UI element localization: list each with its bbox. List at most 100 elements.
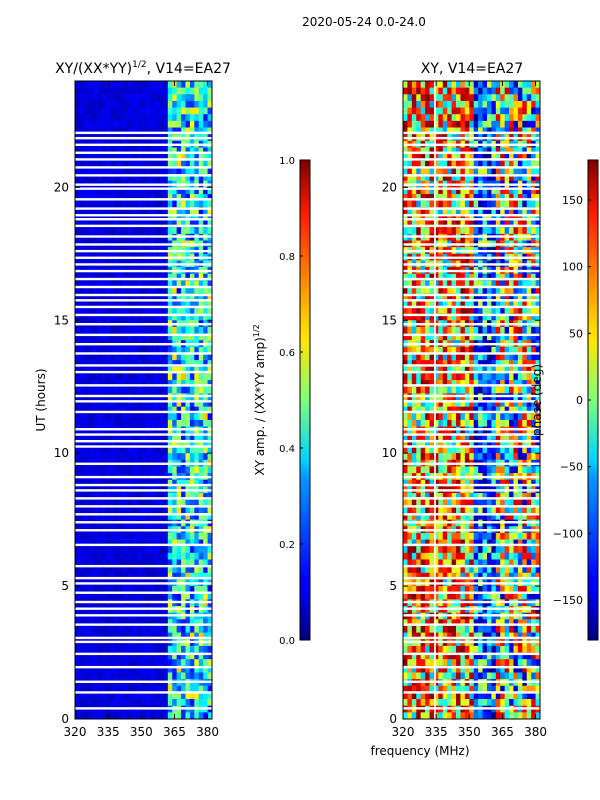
heatmap-cell: [420, 380, 426, 388]
heatmap-cell: [464, 373, 470, 381]
heatmap-cell: [198, 107, 204, 115]
heatmap-cell: [416, 167, 421, 175]
heatmap-cell: [442, 187, 448, 195]
heatmap-cell: [83, 453, 89, 461]
heatmap-cell: [526, 380, 532, 388]
heatmap-cell: [154, 81, 160, 88]
heatmap-cell: [500, 100, 505, 108]
heatmap-cell: [207, 419, 212, 427]
heatmap-cell: [194, 413, 200, 421]
heatmap-cell: [119, 406, 124, 414]
heatmap-cell: [123, 167, 129, 175]
heatmap-cell: [167, 645, 173, 653]
heatmap-cell: [504, 373, 510, 381]
heatmap-cell: [207, 147, 212, 155]
heatmap-cell: [531, 280, 536, 288]
heatmap-cell: [535, 380, 540, 388]
heatmap-cell: [500, 227, 505, 235]
heatmap-cell: [526, 386, 532, 394]
heatmap-cell: [101, 306, 107, 314]
heatmap-cell: [411, 406, 417, 414]
heatmap-cell: [189, 659, 195, 667]
heatmap-cell: [101, 419, 107, 427]
heatmap-cell: [526, 100, 532, 108]
heatmap-cell: [194, 592, 200, 600]
heatmap-cell: [460, 300, 466, 308]
heatmap-cell: [136, 532, 142, 540]
heatmap-cell: [425, 439, 430, 447]
heatmap-cell: [451, 213, 457, 221]
heatmap-cell: [469, 187, 475, 195]
heatmap-cell: [460, 147, 466, 155]
heatmap-cell: [136, 559, 142, 567]
heatmap-cell: [158, 433, 164, 441]
heatmap-cell: [407, 380, 413, 388]
heatmap-cell: [189, 273, 195, 281]
heatmap-cell: [478, 373, 483, 381]
heatmap-cell: [189, 114, 195, 122]
heatmap-cell: [132, 87, 138, 95]
heatmap-cell: [181, 552, 186, 560]
heatmap-cell: [83, 439, 89, 447]
heatmap-cell: [75, 94, 80, 102]
heatmap-cell: [429, 326, 435, 334]
heatmap-cell: [403, 386, 408, 394]
heatmap-cell: [425, 107, 430, 115]
heatmap-cell: [105, 333, 111, 341]
heatmap-cell: [198, 273, 204, 281]
heatmap-cell: [509, 207, 514, 215]
heatmap-cell: [513, 107, 519, 115]
heatmap-cell: [451, 187, 457, 195]
heatmap-cell: [447, 94, 452, 102]
heatmap-cell: [504, 433, 510, 441]
heatmap-cell: [407, 400, 413, 407]
heatmap-cell: [207, 539, 212, 547]
heatmap-cell: [438, 227, 444, 235]
heatmap-cell: [460, 154, 466, 162]
heatmap-cell: [119, 333, 124, 341]
flagged-row: [75, 158, 212, 161]
heatmap-cell: [154, 220, 160, 228]
heatmap-cell: [429, 346, 435, 354]
heatmap-cell: [88, 665, 93, 673]
heatmap-cell: [522, 326, 528, 334]
heatmap-cell: [460, 160, 466, 168]
heatmap-cell: [176, 200, 182, 208]
heatmap-cell: [97, 645, 102, 653]
heatmap-cell: [411, 107, 417, 115]
flagged-row: [75, 243, 212, 246]
heatmap-cell: [176, 353, 182, 361]
heatmap-cell: [451, 353, 457, 361]
heatmap-cell: [83, 107, 89, 115]
heatmap-cell: [403, 433, 408, 441]
heatmap-cell: [509, 147, 514, 155]
heatmap-cell: [207, 619, 212, 627]
heatmap-cell: [101, 672, 107, 680]
heatmap-cell: [128, 220, 133, 228]
heatmap-cell: [136, 306, 142, 314]
heatmap-cell: [176, 287, 182, 294]
heatmap-cell: [163, 512, 169, 520]
heatmap-cell: [189, 333, 195, 341]
heatmap-cell: [176, 380, 182, 388]
heatmap-cell: [141, 466, 147, 474]
heatmap-cell: [141, 333, 147, 341]
heatmap-cell: [185, 94, 191, 102]
heatmap-cell: [189, 87, 195, 95]
heatmap-cell: [491, 466, 497, 474]
heatmap-cell: [181, 127, 186, 135]
heatmap-cell: [145, 200, 151, 208]
heatmap-cell: [469, 300, 475, 308]
heatmap-cell: [105, 632, 111, 640]
heatmap-cell: [442, 200, 448, 208]
heatmap-cell: [163, 120, 169, 128]
heatmap-cell: [79, 439, 85, 447]
heatmap-cell: [172, 546, 177, 554]
heatmap-cell: [469, 87, 475, 95]
heatmap-cell: [416, 220, 421, 228]
heatmap-cell: [203, 373, 208, 381]
heatmap-cell: [500, 400, 505, 407]
heatmap-cell: [416, 400, 421, 407]
heatmap-cell: [207, 493, 212, 500]
heatmap-cell: [141, 154, 147, 162]
